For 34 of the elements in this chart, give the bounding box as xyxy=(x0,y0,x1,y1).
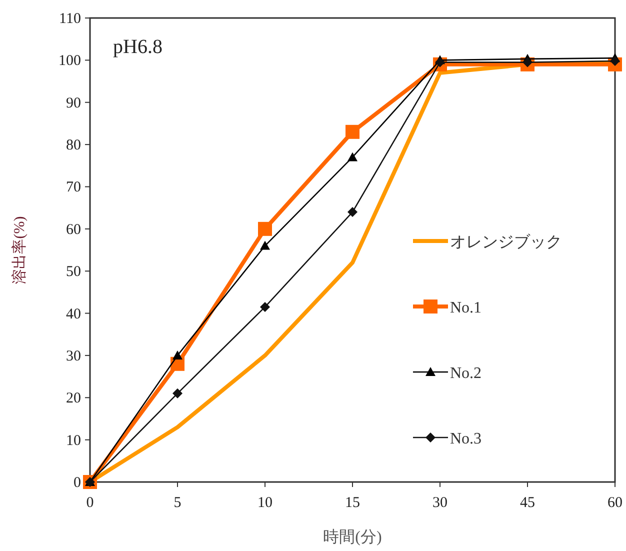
annotation: pH6.8 xyxy=(113,36,162,58)
y-tick-label: 30 xyxy=(66,348,81,364)
x-tick-label: 5 xyxy=(174,495,182,511)
y-tick-label: 90 xyxy=(66,95,81,112)
x-tick-label: 30 xyxy=(432,495,448,511)
x-axis-title: 時間(分) xyxy=(323,528,382,546)
legend-label: オレンジブック xyxy=(450,233,562,251)
point xyxy=(172,350,182,360)
point xyxy=(348,152,358,162)
y-tick-label: 10 xyxy=(66,432,81,449)
x-tick-label: 60 xyxy=(608,495,622,511)
y-tick-label: 80 xyxy=(66,138,81,154)
y-tick-label: 40 xyxy=(66,306,81,322)
point xyxy=(346,124,360,139)
y-tick-label: 50 xyxy=(66,264,81,280)
y-tick-label: 100 xyxy=(58,53,81,70)
y-tick-label: 0 xyxy=(74,475,81,491)
y-tick-label: 60 xyxy=(66,222,81,238)
y-axis-title: 溶出率(%) xyxy=(11,216,28,284)
legend-label: No.2 xyxy=(450,365,482,382)
x-tick-label: 10 xyxy=(258,495,272,511)
point xyxy=(348,207,358,218)
y-tick-label: 110 xyxy=(59,11,81,27)
x-tick-label: 45 xyxy=(520,495,535,511)
x-tick-label: 15 xyxy=(345,495,360,511)
legend-label: No.1 xyxy=(450,300,482,316)
y-tick-label: 20 xyxy=(66,390,81,407)
x-tick-label: 0 xyxy=(86,495,94,511)
y-tick-label: 70 xyxy=(66,180,81,196)
legend-label: No.3 xyxy=(450,430,482,448)
point xyxy=(258,222,272,236)
point xyxy=(260,240,270,250)
point xyxy=(260,302,270,312)
point xyxy=(172,388,182,398)
